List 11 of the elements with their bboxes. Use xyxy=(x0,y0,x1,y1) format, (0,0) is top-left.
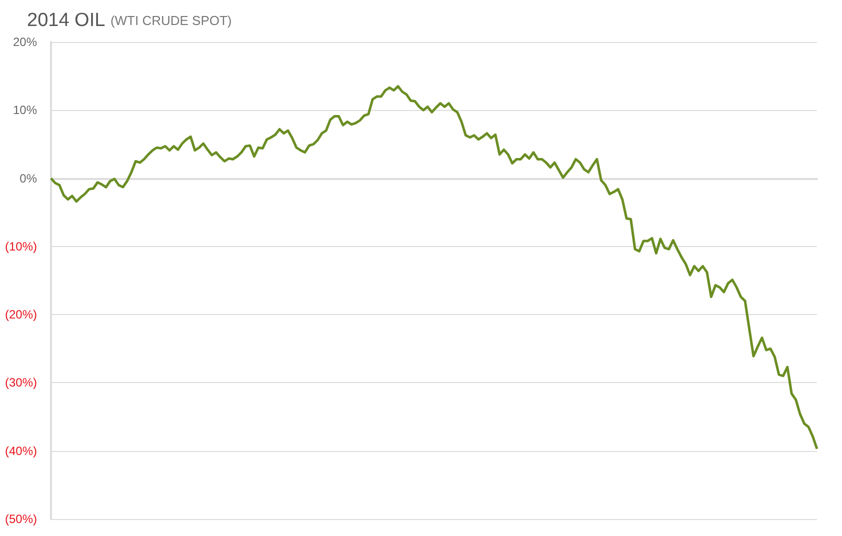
y-tick-label: (20%) xyxy=(4,308,37,322)
chart-subtitle: (WTI CRUDE SPOT) xyxy=(110,13,232,28)
y-tick-label: (10%) xyxy=(4,239,37,254)
y-tick-label: 20% xyxy=(12,35,38,49)
y-tick-label: (50%) xyxy=(4,512,37,526)
y-tick-label: 10% xyxy=(12,103,38,118)
chart-title: 2014 OIL xyxy=(27,10,106,31)
line-series xyxy=(50,85,818,450)
y-tick-label: (40%) xyxy=(4,444,37,458)
y-tick-label: (30%) xyxy=(4,376,37,390)
y-tick-label: 0% xyxy=(20,171,38,186)
